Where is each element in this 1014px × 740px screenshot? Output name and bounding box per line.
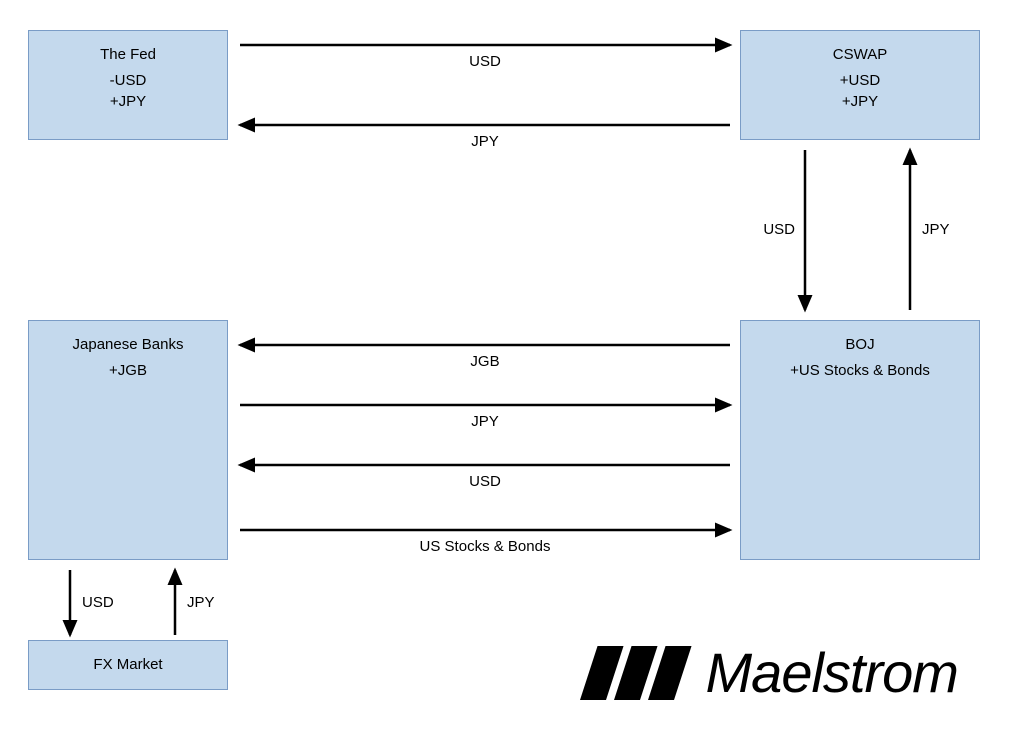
arrow-label-boj-to-jb-usd: USD (469, 473, 501, 490)
arrow-label-jb-to-boj-stocks: US Stocks & Bonds (420, 538, 551, 555)
node-the-fed: The Fed -USD +JPY (28, 30, 228, 140)
logo-text: Maelstrom (706, 640, 958, 705)
node-cswap: CSWAP +USD +JPY (740, 30, 980, 140)
diagram-canvas: The Fed -USD +JPY CSWAP +USD +JPY Japane… (0, 0, 1014, 740)
node-title: CSWAP (833, 45, 887, 65)
arrow-label-jb-to-fx-usd: USD (82, 594, 114, 611)
node-line: +JGB (109, 361, 147, 381)
arrow-label-fed-to-cswap-usd: USD (469, 53, 501, 70)
node-line: +USD (840, 71, 880, 91)
arrow-label-jb-to-boj-jpy: JPY (471, 413, 499, 430)
arrow-label-cswap-to-boj-usd: USD (763, 221, 795, 238)
arrow-label-boj-to-cswap-jpy: JPY (922, 221, 950, 238)
node-title: Japanese Banks (73, 335, 184, 355)
node-line: +US Stocks & Bonds (790, 361, 930, 381)
node-title: FX Market (93, 655, 162, 675)
node-line: -USD (110, 71, 147, 91)
logo-bars-icon (580, 644, 696, 702)
node-line: +JPY (842, 92, 878, 112)
arrow-label-fx-to-jb-jpy: JPY (187, 594, 215, 611)
arrow-label-boj-to-jb-jgb: JGB (470, 353, 499, 370)
maelstrom-logo: Maelstrom (580, 640, 958, 705)
node-japanese-banks: Japanese Banks +JGB (28, 320, 228, 560)
arrow-label-cswap-to-fed-jpy: JPY (471, 133, 499, 150)
node-title: The Fed (100, 45, 156, 65)
node-boj: BOJ +US Stocks & Bonds (740, 320, 980, 560)
node-title: BOJ (845, 335, 874, 355)
node-line: +JPY (110, 92, 146, 112)
node-fx-market: FX Market (28, 640, 228, 690)
